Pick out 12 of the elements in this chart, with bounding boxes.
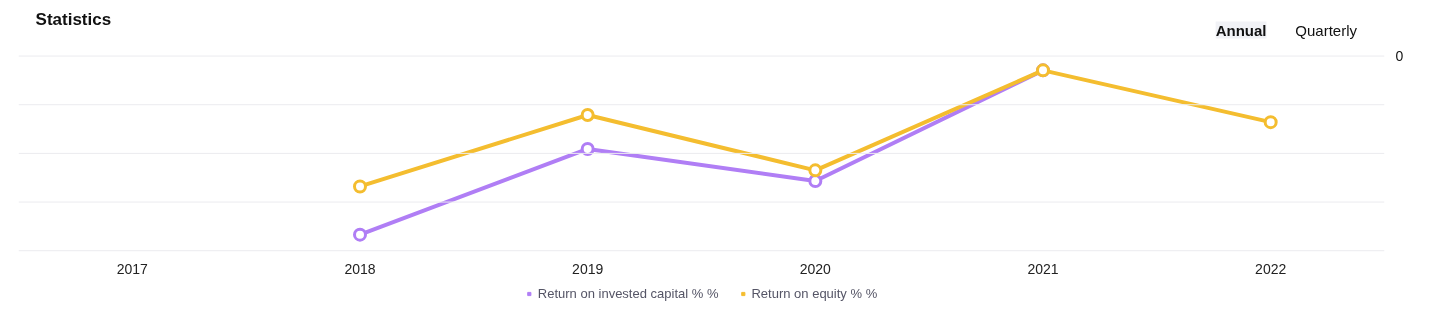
chart-title: Statistics — [35, 9, 112, 29]
x-tick-label: 2022 — [1255, 260, 1287, 277]
x-tick-label: 2020 — [799, 260, 832, 277]
legend-label: Return on equity % % — [751, 285, 878, 301]
legend-label: Return on invested capital % % — [537, 285, 719, 301]
text: Annual — [1215, 21, 1267, 39]
text: 0 — [1395, 48, 1404, 65]
x-tick-label: 2021 — [1027, 260, 1059, 277]
text: Quarterly — [1295, 21, 1358, 39]
x-tick-label: 2018 — [344, 260, 376, 277]
x-tick-label: 2019 — [572, 260, 604, 277]
x-tick-label: 2017 — [116, 260, 149, 277]
